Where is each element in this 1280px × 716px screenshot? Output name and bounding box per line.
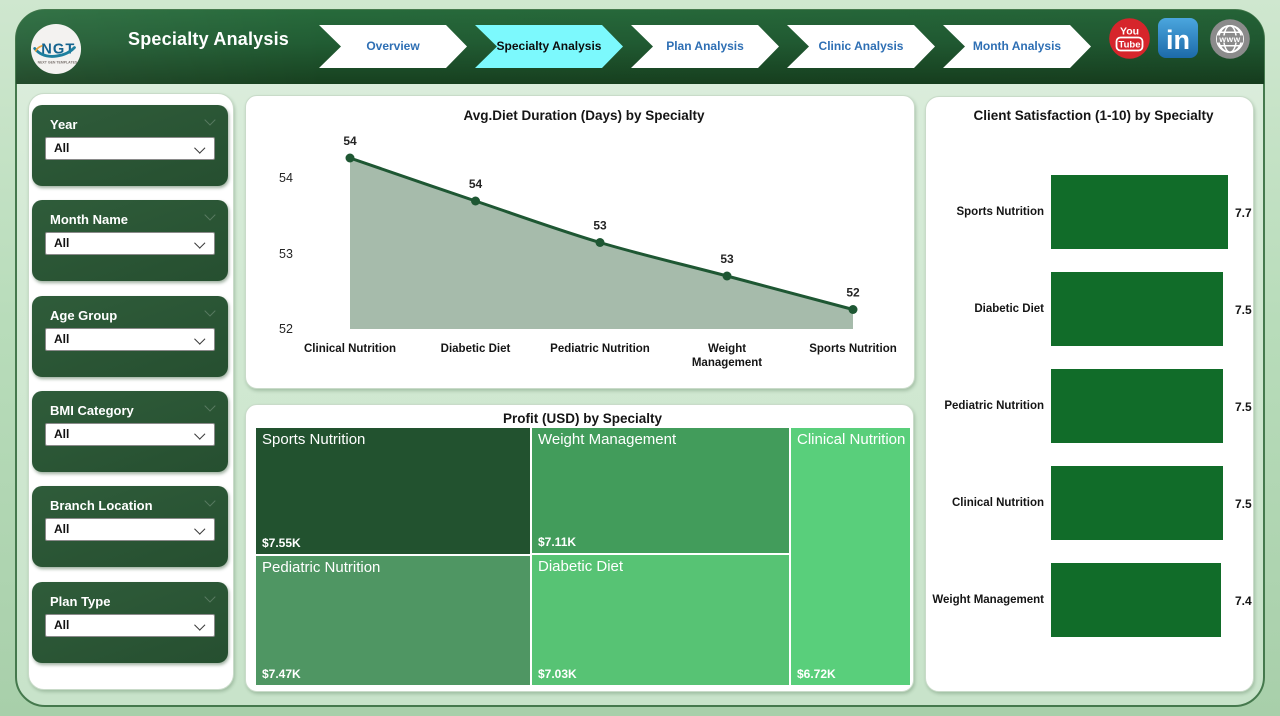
svg-text:Diabetic Diet: Diabetic Diet xyxy=(441,343,511,355)
svg-text:52: 52 xyxy=(279,322,293,336)
svg-text:Tube: Tube xyxy=(1119,40,1141,51)
svg-text:54: 54 xyxy=(343,134,357,148)
svg-text:Sports Nutrition: Sports Nutrition xyxy=(809,343,897,355)
svg-text:Management: Management xyxy=(692,357,762,369)
svg-text:Weight: Weight xyxy=(708,343,746,355)
svg-text:52: 52 xyxy=(846,286,860,300)
svg-text:54: 54 xyxy=(279,171,293,185)
svg-text:www: www xyxy=(1218,34,1240,44)
svg-text:53: 53 xyxy=(593,219,607,233)
svg-text:53: 53 xyxy=(279,247,293,261)
svg-text:Clinical Nutrition: Clinical Nutrition xyxy=(304,343,396,355)
svg-text:in: in xyxy=(1166,25,1190,55)
svg-text:NEXT GEN TEMPLATES: NEXT GEN TEMPLATES xyxy=(38,61,78,65)
svg-text:You: You xyxy=(1120,26,1139,38)
svg-text:53: 53 xyxy=(720,252,734,266)
svg-text:54: 54 xyxy=(469,177,483,191)
svg-text:Pediatric Nutrition: Pediatric Nutrition xyxy=(550,343,650,355)
